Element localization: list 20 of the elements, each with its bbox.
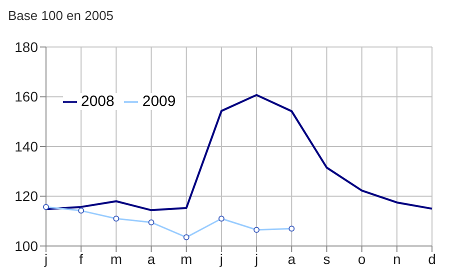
y-tick-label: 140 (14, 138, 38, 154)
legend-label: 2008 (81, 93, 114, 110)
x-tick-label: s (323, 250, 330, 267)
x-tick-label: j (43, 250, 48, 267)
x-tick-label: f (79, 250, 84, 267)
y-axis-title: Base 100 en 2005 (8, 8, 114, 23)
x-tick-label: m (180, 250, 192, 267)
y-tick-label: 180 (14, 38, 38, 55)
x-tick-label: d (428, 250, 436, 267)
legend-label: 2009 (142, 93, 176, 110)
x-tick-label: j (218, 250, 224, 267)
y-tick-label: 100 (14, 238, 38, 254)
x-tick-label: o (358, 250, 366, 267)
x-tick-label: a (288, 250, 296, 267)
x-tick-label: m (110, 250, 122, 267)
x-tick-label: n (393, 250, 401, 267)
y-tick-label: 160 (14, 88, 38, 105)
x-tick-label: j (254, 250, 258, 267)
x-tick-label: a (147, 250, 156, 267)
y-tick-label: 120 (14, 188, 38, 204)
